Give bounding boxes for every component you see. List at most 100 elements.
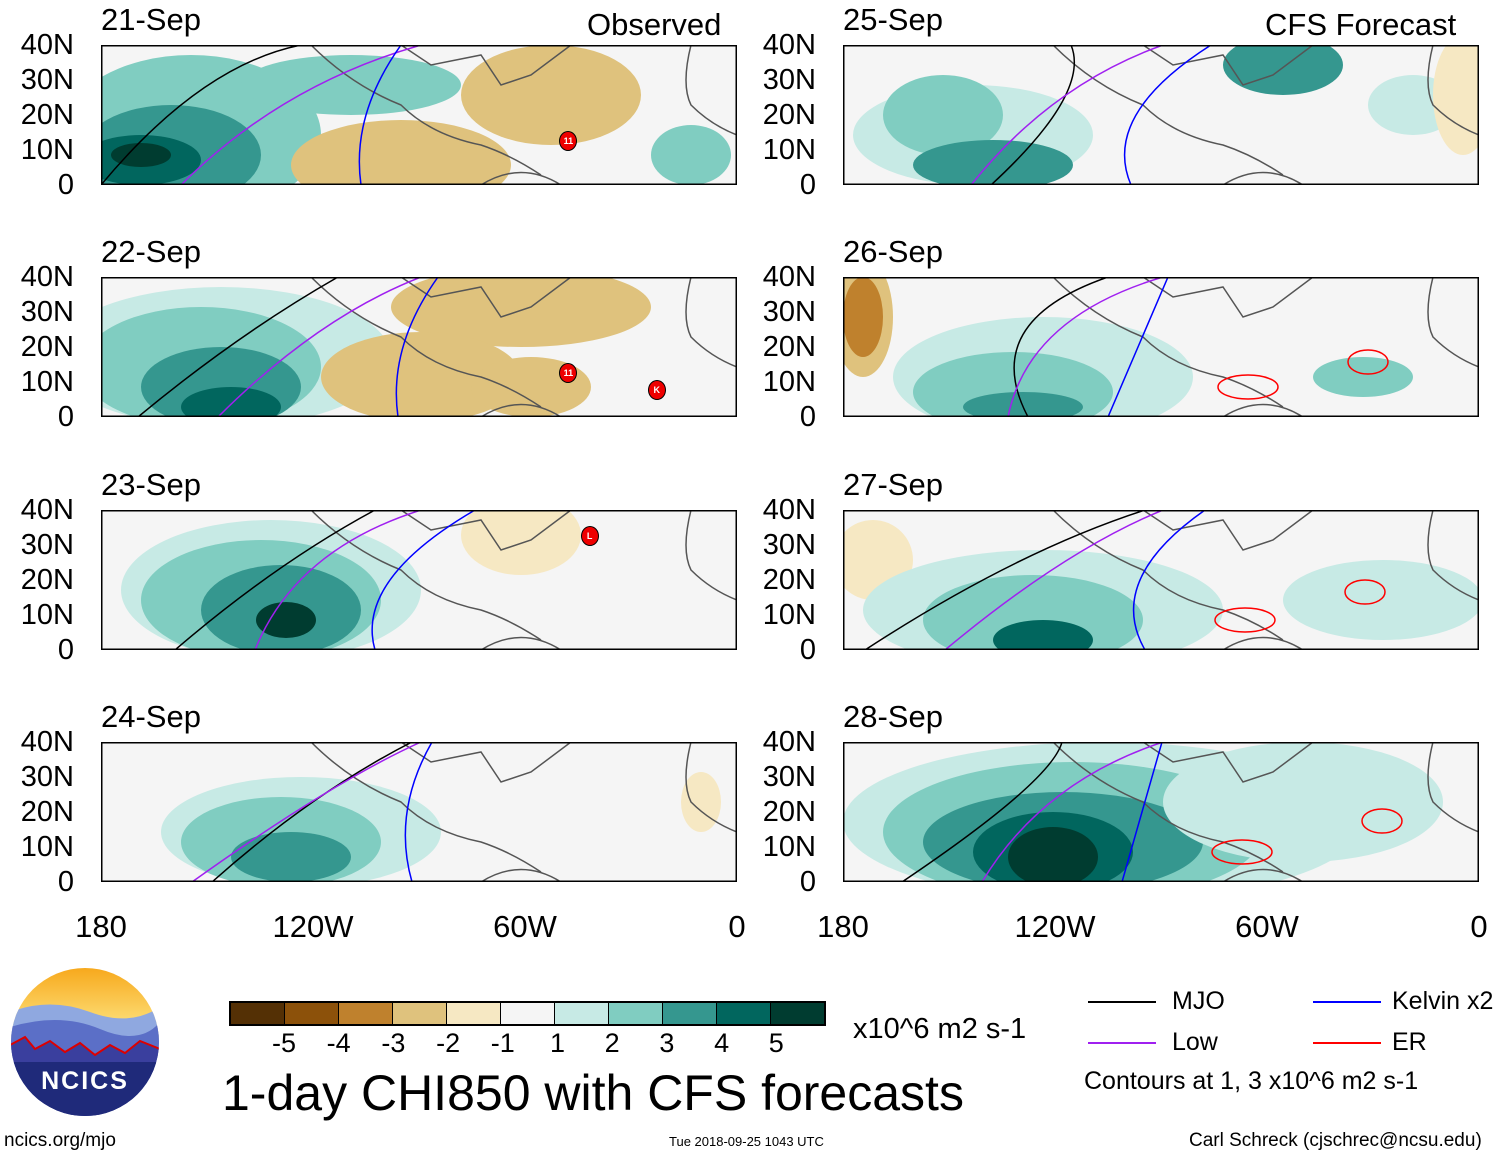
timestamp: Tue 2018-09-25 1043 UTC	[669, 1134, 824, 1149]
coastline	[310, 277, 737, 417]
y-tick-label: 10N	[762, 831, 816, 863]
shading-region	[963, 392, 1083, 417]
y-tick-label: 0	[57, 866, 74, 898]
y-tick-label: 0	[799, 634, 816, 666]
shading-region	[256, 602, 316, 638]
x-tick-label: 120W	[272, 909, 354, 944]
map-panel-25-Sep	[843, 45, 1479, 185]
colorbar-label: -5	[271, 1028, 297, 1058]
panel-date: 26-Sep	[843, 234, 943, 269]
legend-line-mjo	[1088, 1001, 1156, 1003]
y-tick-label: 0	[57, 634, 74, 666]
colorbar-swatch	[393, 1003, 447, 1024]
coastline	[310, 510, 737, 650]
kelvin-contour	[395, 277, 439, 417]
shading-region	[883, 75, 1003, 155]
low-contour	[981, 742, 1164, 882]
colorbar-label: -2	[436, 1028, 461, 1058]
shading-region	[651, 125, 731, 185]
tropical-storm-marker: 11	[559, 130, 578, 151]
y-tick-label: 40N	[762, 261, 816, 293]
coastline	[310, 45, 737, 185]
low-contour	[1007, 277, 1164, 417]
colorbar-units: x10^6 m2 s-1	[853, 1013, 1027, 1045]
shading-region	[111, 143, 171, 167]
forecast-header: CFS Forecast	[1265, 7, 1457, 42]
shading-region	[1008, 827, 1098, 882]
panel-date: 21-Sep	[101, 2, 201, 37]
colorbar-swatch	[609, 1003, 663, 1024]
x-tick-label: 180	[75, 909, 127, 944]
y-tick-label: 20N	[20, 796, 74, 828]
mjo-contour	[211, 742, 413, 882]
colorbar-label: -4	[326, 1028, 351, 1058]
low-contour	[180, 45, 422, 185]
panel-date: 22-Sep	[101, 234, 201, 269]
colorbar-label: -3	[381, 1028, 406, 1058]
shading-region	[1433, 45, 1479, 155]
y-tick-label: 30N	[20, 64, 74, 96]
map-panel-28-Sep	[843, 742, 1479, 882]
map-panel-27-Sep	[843, 510, 1479, 650]
legend-label-mjo: MJO	[1172, 987, 1225, 1015]
kelvin-contour	[1123, 45, 1212, 185]
er-contour	[1347, 349, 1389, 375]
colorbar-label: 3	[659, 1028, 675, 1058]
y-tick-label: 30N	[762, 761, 816, 793]
low-contour	[191, 742, 422, 882]
y-tick-label: 30N	[762, 64, 816, 96]
map-panel-22-Sep: 11 K	[101, 277, 737, 417]
colorbar-label: 4	[714, 1028, 730, 1058]
shading-region	[321, 332, 521, 417]
colorbar-swatch	[771, 1003, 824, 1024]
y-tick-label: 20N	[20, 331, 74, 363]
y-tick-label: 40N	[762, 29, 816, 61]
panel-date: 27-Sep	[843, 467, 943, 502]
legend-label-er: ER	[1392, 1028, 1427, 1056]
er-contour	[1214, 607, 1276, 633]
er-contour	[1344, 579, 1386, 605]
y-tick-label: 10N	[762, 366, 816, 398]
map-panel-26-Sep	[843, 277, 1479, 417]
y-tick-label: 30N	[20, 761, 74, 793]
contour-note: Contours at 1, 3 x10^6 m2 s-1	[1084, 1067, 1419, 1095]
panel-date: 28-Sep	[843, 699, 943, 734]
colorbar-label: 1	[549, 1028, 566, 1058]
mjo-contour	[990, 45, 1076, 185]
coastline	[310, 742, 737, 882]
colorbar-label: 5	[768, 1028, 784, 1058]
shading-region	[461, 510, 581, 575]
website-link[interactable]: ncics.org/mjo	[4, 1130, 116, 1151]
y-tick-label: 10N	[762, 599, 816, 631]
colorbar-swatch	[447, 1003, 501, 1024]
mjo-contour	[1013, 277, 1109, 417]
y-tick-label: 30N	[20, 296, 74, 328]
legend-line-low	[1088, 1042, 1156, 1044]
y-tick-label: 40N	[20, 29, 74, 61]
legend-label-kelvin: Kelvin x2	[1392, 987, 1494, 1015]
kelvin-contour	[1132, 510, 1206, 650]
colorbar-swatch	[555, 1003, 609, 1024]
figure-title: 1-day CHI850 with CFS forecasts	[222, 1065, 964, 1121]
y-tick-label: 0	[799, 169, 816, 201]
shading-region	[291, 120, 511, 185]
mjo-contour	[101, 45, 302, 185]
y-tick-label: 20N	[762, 796, 816, 828]
coastline	[1052, 277, 1479, 417]
er-contour	[1211, 839, 1273, 865]
kelvin-contour	[1121, 742, 1163, 882]
low-contour	[254, 510, 422, 650]
y-tick-label: 10N	[20, 599, 74, 631]
low-contour	[217, 277, 422, 417]
mjo-contour	[901, 742, 1063, 882]
colorbar-swatch	[231, 1003, 285, 1024]
panel-date: 25-Sep	[843, 2, 943, 37]
colorbar-swatch	[285, 1003, 339, 1024]
map-panel-21-Sep: 11	[101, 45, 737, 185]
y-tick-label: 30N	[762, 529, 816, 561]
kelvin-contour	[1107, 277, 1169, 417]
colorbar-swatch	[717, 1003, 771, 1024]
x-tick-label: 60W	[493, 909, 557, 944]
tropical-storm-marker: L	[580, 525, 599, 546]
shading-region	[181, 387, 281, 417]
